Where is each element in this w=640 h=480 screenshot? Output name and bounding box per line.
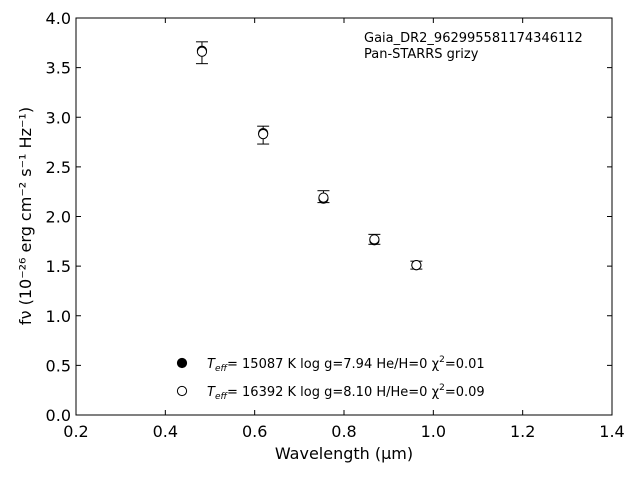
y-axis-label: fν (10⁻²⁶ erg cm⁻² s⁻¹ Hz⁻¹) xyxy=(16,107,35,325)
legend-marker-open xyxy=(176,385,188,397)
y-tick-label: 0.0 xyxy=(46,406,71,425)
photometry-annotation: Pan-STARRS grizy xyxy=(364,47,479,62)
y-tick-label: 4.0 xyxy=(46,9,71,28)
x-tick-label: 1.0 xyxy=(421,422,446,441)
model-point-open xyxy=(318,192,329,203)
y-tick-label: 3.0 xyxy=(46,108,71,127)
x-tick-label: 0.2 xyxy=(63,422,88,441)
x-axis-ticks: 0.2 0.4 0.6 0.8 1.0 1.2 1.4 xyxy=(63,18,625,441)
y-tick-label: 1.5 xyxy=(46,257,71,276)
object-name-annotation: Gaia_DR2_962995581174346112 xyxy=(364,31,583,46)
x-tick-label: 1.4 xyxy=(599,422,624,441)
x-tick-label: 0.6 xyxy=(242,422,267,441)
y-tick-label: 2.0 xyxy=(46,208,71,227)
legend-marker-filled xyxy=(176,357,188,369)
y-tick-label: 2.5 xyxy=(46,158,71,177)
legend: Teff= 15087 K log g=7.94 He/H=0 χ2=0.01 T… xyxy=(176,355,485,402)
x-axis-label: Wavelength (μm) xyxy=(275,444,413,463)
model-point-open xyxy=(196,46,208,57)
model-point-open xyxy=(369,234,380,245)
legend-entry: Teff= 15087 K log g=7.94 He/H=0 χ2=0.01 xyxy=(207,355,485,374)
plot-frame xyxy=(75,17,613,416)
x-tick-label: 0.4 xyxy=(153,422,178,441)
model-point-open xyxy=(411,260,422,271)
y-tick-label: 1.0 xyxy=(46,307,71,326)
x-tick-label: 1.2 xyxy=(510,422,535,441)
y-tick-label: 0.5 xyxy=(46,356,71,375)
y-axis-ticks: 0.0 0.5 1.0 1.5 2.0 2.5 3.0 3.5 4.0 xyxy=(46,9,612,425)
data-points xyxy=(195,41,423,271)
x-tick-label: 0.8 xyxy=(331,422,356,441)
y-tick-label: 3.5 xyxy=(46,59,71,78)
model-point-open xyxy=(258,129,269,140)
legend-entry: Teff= 16392 K log g=8.10 H/He=0 χ2=0.09 xyxy=(207,383,485,402)
